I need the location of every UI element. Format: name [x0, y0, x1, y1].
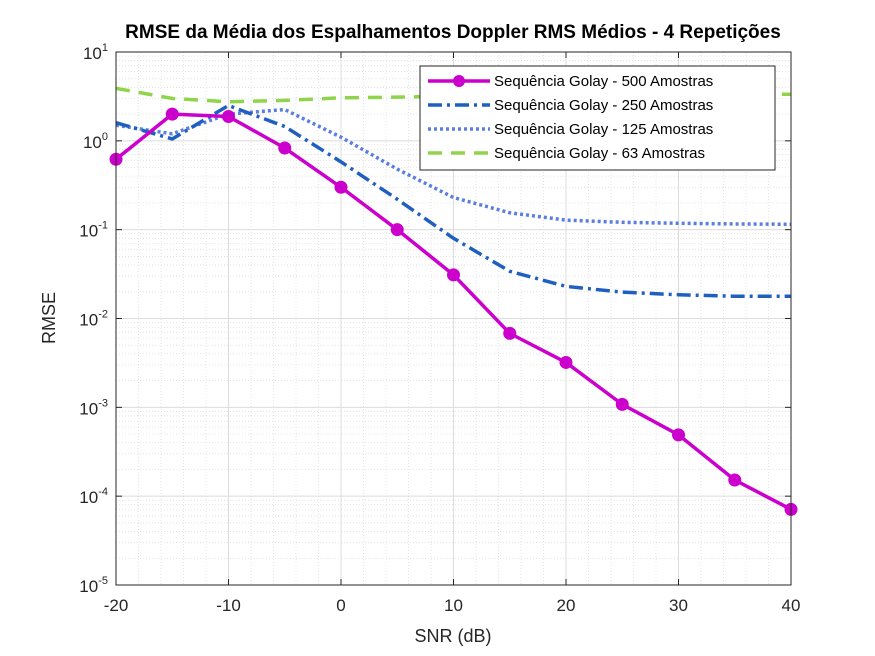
- series-marker-1: [672, 428, 685, 442]
- legend-label-2: Sequência Golay - 250 Amostras: [494, 97, 713, 114]
- series-line-2: [116, 103, 791, 298]
- legend: Sequência Golay - 500 Amostras Sequência …: [419, 65, 776, 171]
- x-tick-label: -20: [104, 596, 129, 615]
- series-marker-1: [447, 268, 460, 282]
- ticks: -20 -10 0 10 20 30 40 10-5 10-4 10-3 10-2 10-1 100 10…: [79, 42, 800, 615]
- y-tick-label: 10-1: [79, 220, 108, 241]
- legend-marker-1: [453, 75, 465, 87]
- x-axis-label: SNR (dB): [414, 626, 491, 646]
- series-marker-1: [728, 473, 742, 487]
- series-marker-1: [334, 180, 348, 194]
- chart-title: RMSE da Média dos Espalhamentos Doppler …: [125, 22, 781, 43]
- x-tick-label: 40: [782, 596, 801, 615]
- y-tick-label: 10-4: [79, 486, 108, 507]
- y-axis-label: RMSE: [39, 292, 59, 344]
- legend-label-3: Sequência Golay - 125 Amostras: [494, 121, 713, 138]
- series-marker-1: [503, 326, 517, 340]
- y-tick-label: 101: [83, 42, 108, 63]
- y-tick-label: 10-5: [79, 575, 108, 596]
- legend-label-1: Sequência Golay - 500 Amostras: [494, 73, 713, 90]
- series-marker-1: [390, 223, 404, 237]
- series-marker-1: [278, 141, 292, 155]
- legend-label-4: Sequência Golay - 63 Amostras: [494, 145, 705, 162]
- y-tick-label: 10-2: [79, 309, 108, 330]
- x-tick-label: -10: [216, 596, 241, 615]
- series-marker-1: [222, 109, 235, 123]
- x-tick-label: 30: [669, 596, 688, 615]
- series-marker-1: [559, 355, 573, 369]
- y-tick-label: 100: [83, 131, 108, 152]
- x-tick-label: 0: [336, 596, 345, 615]
- x-tick-label: 10: [444, 596, 463, 615]
- y-tick-label: 10-3: [79, 397, 108, 418]
- series-marker-1: [615, 397, 629, 411]
- series-marker-1: [165, 107, 179, 121]
- x-tick-label: 20: [557, 596, 576, 615]
